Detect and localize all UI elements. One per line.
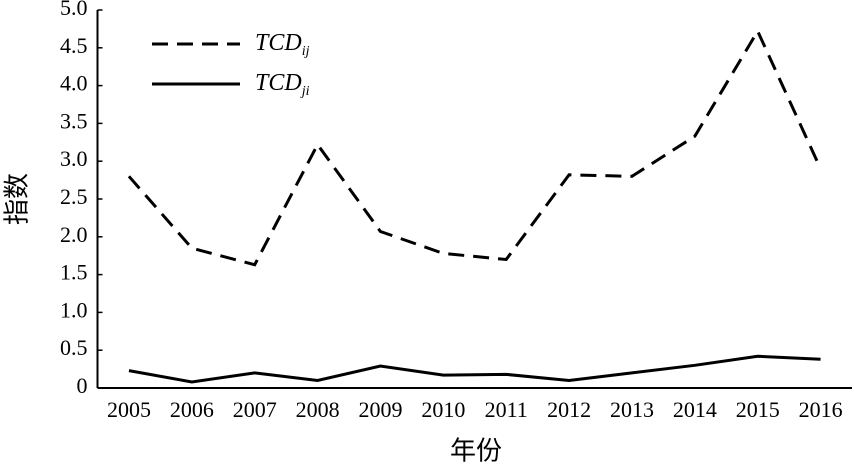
- x-tick-label: 2012: [547, 397, 591, 422]
- x-tick-label: 2011: [485, 397, 528, 422]
- y-tick-label: 2.0: [60, 222, 88, 247]
- x-tick-label: 2005: [107, 397, 151, 422]
- x-tick-label: 2015: [736, 397, 780, 422]
- y-tick-label: 0: [77, 373, 88, 398]
- x-axis-title: 年份: [450, 437, 502, 467]
- legend-label: TCDji: [255, 70, 310, 100]
- series-line: [128, 354, 821, 384]
- x-tick-label: 2010: [421, 397, 465, 422]
- x-tick-label: 2014: [673, 397, 717, 422]
- y-tick-label: 3.5: [60, 108, 88, 133]
- legend-label: TCDij: [255, 30, 310, 60]
- x-tick-label: 2008: [296, 397, 340, 422]
- x-tick-label: 2009: [358, 397, 402, 422]
- x-tick-label: 2006: [170, 397, 214, 422]
- y-tick-label: 1.5: [60, 260, 88, 285]
- series-line: [127, 27, 822, 267]
- x-tick-label: 2016: [799, 397, 843, 422]
- y-tick-label: 4.0: [60, 71, 88, 96]
- y-tick-label: 4.5: [60, 33, 88, 58]
- y-tick-label: 1.0: [60, 297, 88, 322]
- y-tick-label: 2.5: [60, 184, 88, 209]
- y-axis-title: 指数: [3, 173, 33, 225]
- x-tick-label: 2013: [610, 397, 654, 422]
- y-tick-label: 3.0: [60, 146, 88, 171]
- y-tick-label: 5.0: [60, 0, 88, 20]
- y-tick-label: 0.5: [60, 335, 88, 360]
- x-tick-label: 2007: [233, 397, 277, 422]
